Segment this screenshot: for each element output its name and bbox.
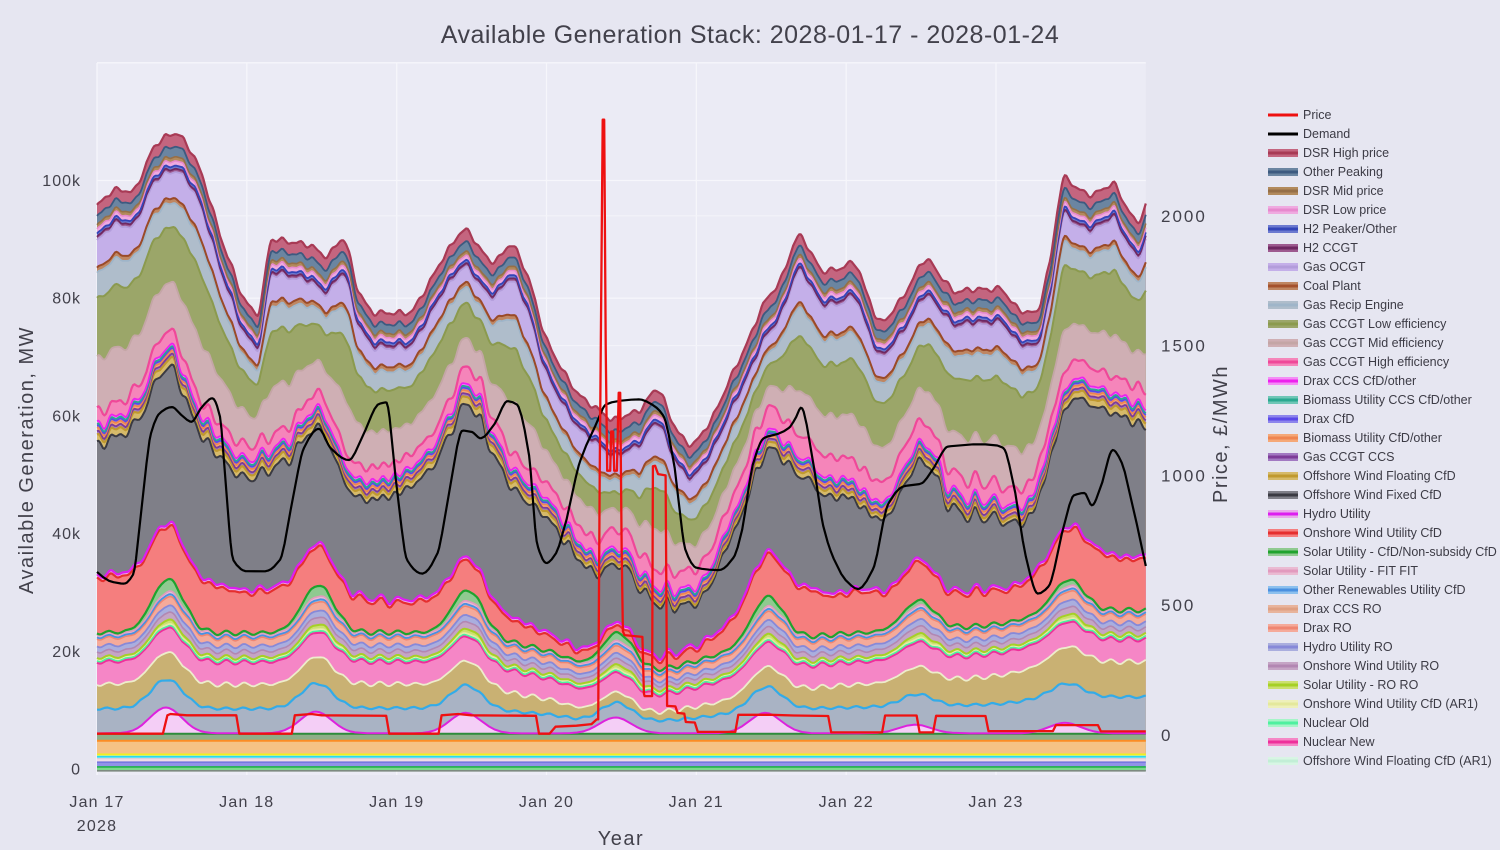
svg-text:Jan 18: Jan 18 (219, 794, 274, 811)
svg-text:0: 0 (1161, 726, 1172, 745)
svg-text:20k: 20k (52, 644, 81, 661)
svg-text:Solar Utility - FIT FIT: Solar Utility - FIT FIT (1303, 564, 1418, 578)
svg-text:Jan 19: Jan 19 (369, 794, 424, 811)
svg-text:Jan 20: Jan 20 (519, 794, 574, 811)
svg-text:Offshore Wind Floating CfD: Offshore Wind Floating CfD (1303, 469, 1456, 483)
svg-text:Available Generation Stack: 20: Available Generation Stack: 2028-01-17 -… (441, 21, 1059, 49)
svg-text:Nuclear New: Nuclear New (1303, 735, 1376, 749)
svg-text:Onshore Wind Utility CfD (AR1): Onshore Wind Utility CfD (AR1) (1303, 697, 1478, 711)
svg-text:Gas CCGT CCS: Gas CCGT CCS (1303, 450, 1394, 464)
svg-text:Gas CCGT High efficiency: Gas CCGT High efficiency (1303, 355, 1450, 369)
svg-text:DSR Mid price: DSR Mid price (1303, 184, 1384, 198)
svg-text:Jan 21: Jan 21 (669, 794, 724, 811)
svg-text:Hydro Utility RO: Hydro Utility RO (1303, 640, 1393, 654)
svg-text:Other Peaking: Other Peaking (1303, 165, 1383, 179)
svg-text:Biomass Utility CfD/other: Biomass Utility CfD/other (1303, 431, 1442, 445)
svg-text:2000: 2000 (1161, 207, 1207, 226)
svg-text:Gas CCGT Mid efficiency: Gas CCGT Mid efficiency (1303, 336, 1444, 350)
svg-text:40k: 40k (52, 526, 81, 543)
svg-text:Nuclear Old: Nuclear Old (1303, 716, 1369, 730)
svg-text:Offshore Wind Floating CfD (AR: Offshore Wind Floating CfD (AR1) (1303, 754, 1492, 768)
svg-text:1500: 1500 (1161, 337, 1207, 356)
svg-text:Other Renewables Utility CfD: Other Renewables Utility CfD (1303, 583, 1466, 597)
svg-text:Gas Recip Engine: Gas Recip Engine (1303, 298, 1404, 312)
svg-text:Gas CCGT Low efficiency: Gas CCGT Low efficiency (1303, 317, 1447, 331)
svg-text:0: 0 (71, 762, 81, 779)
svg-text:Solar Utility - RO RO: Solar Utility - RO RO (1303, 678, 1419, 692)
svg-text:Coal Plant: Coal Plant (1303, 279, 1361, 293)
svg-text:DSR High price: DSR High price (1303, 146, 1389, 160)
svg-text:Gas OCGT: Gas OCGT (1303, 260, 1366, 274)
svg-text:Price: Price (1303, 108, 1332, 122)
svg-text:DSR Low price: DSR Low price (1303, 203, 1386, 217)
svg-text:100k: 100k (42, 173, 81, 190)
svg-text:Demand: Demand (1303, 127, 1350, 141)
svg-text:Onshore Wind Utility RO: Onshore Wind Utility RO (1303, 659, 1439, 673)
svg-text:Biomass Utility CCS CfD/other: Biomass Utility CCS CfD/other (1303, 393, 1472, 407)
svg-text:Drax CCS CfD/other: Drax CCS CfD/other (1303, 374, 1416, 388)
svg-text:Available Generation, MW: Available Generation, MW (16, 326, 38, 594)
svg-text:1000: 1000 (1161, 466, 1207, 485)
svg-text:Solar Utility - CfD/Non-subsid: Solar Utility - CfD/Non-subsidy CfD (1303, 545, 1497, 559)
svg-text:60k: 60k (52, 408, 81, 425)
svg-text:500: 500 (1161, 596, 1195, 615)
svg-text:H2 CCGT: H2 CCGT (1303, 241, 1358, 255)
svg-text:Jan 22: Jan 22 (819, 794, 874, 811)
svg-text:H2 Peaker/Other: H2 Peaker/Other (1303, 222, 1397, 236)
svg-text:Drax RO: Drax RO (1303, 621, 1352, 635)
svg-text:Price, £/MWh: Price, £/MWh (1210, 365, 1232, 503)
svg-text:80k: 80k (52, 291, 81, 308)
svg-text:Onshore Wind Utility CfD: Onshore Wind Utility CfD (1303, 526, 1442, 540)
svg-text:Hydro Utility: Hydro Utility (1303, 507, 1371, 521)
svg-text:Drax CCS RO: Drax CCS RO (1303, 602, 1382, 616)
svg-text:Jan 17: Jan 17 (69, 794, 124, 811)
svg-text:Offshore Wind Fixed CfD: Offshore Wind Fixed CfD (1303, 488, 1442, 502)
svg-text:Year: Year (598, 828, 644, 850)
svg-text:Jan 23: Jan 23 (968, 794, 1023, 811)
svg-text:2028: 2028 (77, 818, 117, 835)
svg-text:Drax CfD: Drax CfD (1303, 412, 1354, 426)
